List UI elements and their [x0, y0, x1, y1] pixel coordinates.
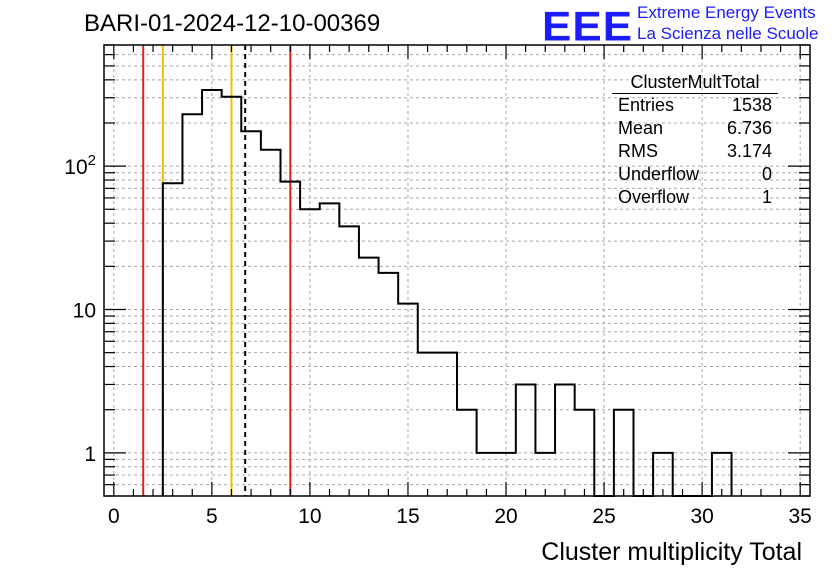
- x-tick-label: 25: [592, 505, 615, 528]
- stats-row-underflow: Underflow 0: [612, 163, 778, 186]
- histogram-bin: [575, 410, 595, 496]
- logo-caption-line1: Extreme Energy Events: [637, 3, 816, 22]
- histogram-bin: [261, 150, 281, 496]
- histogram-bin: [555, 384, 575, 496]
- histogram-outline: [161, 88, 733, 497]
- plot-frame: [103, 44, 811, 497]
- histogram-bin: [379, 273, 399, 496]
- stats-value: 6.736: [726, 118, 772, 138]
- x-tick-label: 5: [206, 505, 218, 528]
- stats-label: Underflow: [618, 164, 700, 184]
- histogram-bin: [320, 203, 340, 496]
- run-title: BARI-01-2024-12-10-00369: [84, 10, 381, 37]
- x-tick-label: 20: [494, 505, 517, 528]
- x-tick-label: 10: [298, 505, 321, 528]
- stats-label: RMS: [618, 141, 658, 161]
- y-tick-label: 1: [84, 443, 96, 466]
- stats-label: Mean: [618, 118, 664, 138]
- histogram-bin: [614, 410, 634, 496]
- stats-box: ClusterMultTotal Entries 1538 Mean 6.736…: [612, 72, 778, 209]
- histogram-bin: [222, 97, 242, 496]
- y-tick-label: 102: [64, 152, 96, 179]
- histogram-bin: [398, 304, 418, 496]
- x-tick-label: 15: [396, 505, 419, 528]
- histogram-bin: [359, 258, 379, 496]
- stats-row-mean: Mean 6.736: [612, 117, 778, 140]
- histogram-bin: [437, 353, 457, 496]
- stats-row-rms: RMS 3.174: [612, 140, 778, 163]
- histogram-bin: [516, 384, 536, 496]
- logo-caption-line2: La Scienza nelle Scuole: [637, 24, 819, 43]
- histogram-bin: [339, 226, 359, 496]
- stats-value: 3.174: [726, 141, 772, 161]
- stats-value: 1: [761, 187, 772, 207]
- stats-value: 1538: [731, 95, 772, 115]
- histogram-bin: [281, 182, 301, 496]
- x-tick-label: 30: [690, 505, 713, 528]
- histogram-bin: [418, 353, 438, 496]
- x-tick-label: 35: [789, 505, 812, 528]
- histogram-bin: [182, 114, 202, 496]
- y-tick-label: 10: [73, 299, 96, 322]
- histogram-bin: [300, 209, 320, 496]
- stats-label: Entries: [618, 95, 675, 115]
- histogram-bin: [163, 183, 183, 496]
- stats-value: 0: [761, 164, 772, 184]
- histogram-bin: [241, 131, 261, 496]
- stats-row-overflow: Overflow 1: [612, 186, 778, 209]
- stats-title: ClusterMultTotal: [612, 72, 778, 94]
- histogram-bin: [457, 410, 477, 496]
- histogram-bin: [202, 90, 222, 496]
- eee-logo: EEE: [542, 3, 634, 50]
- stats-row-entries: Entries 1538: [612, 94, 778, 117]
- x-tick-label: 0: [108, 505, 120, 528]
- stats-label: Overflow: [618, 187, 690, 207]
- x-axis-title: Cluster multiplicity Total: [541, 538, 802, 566]
